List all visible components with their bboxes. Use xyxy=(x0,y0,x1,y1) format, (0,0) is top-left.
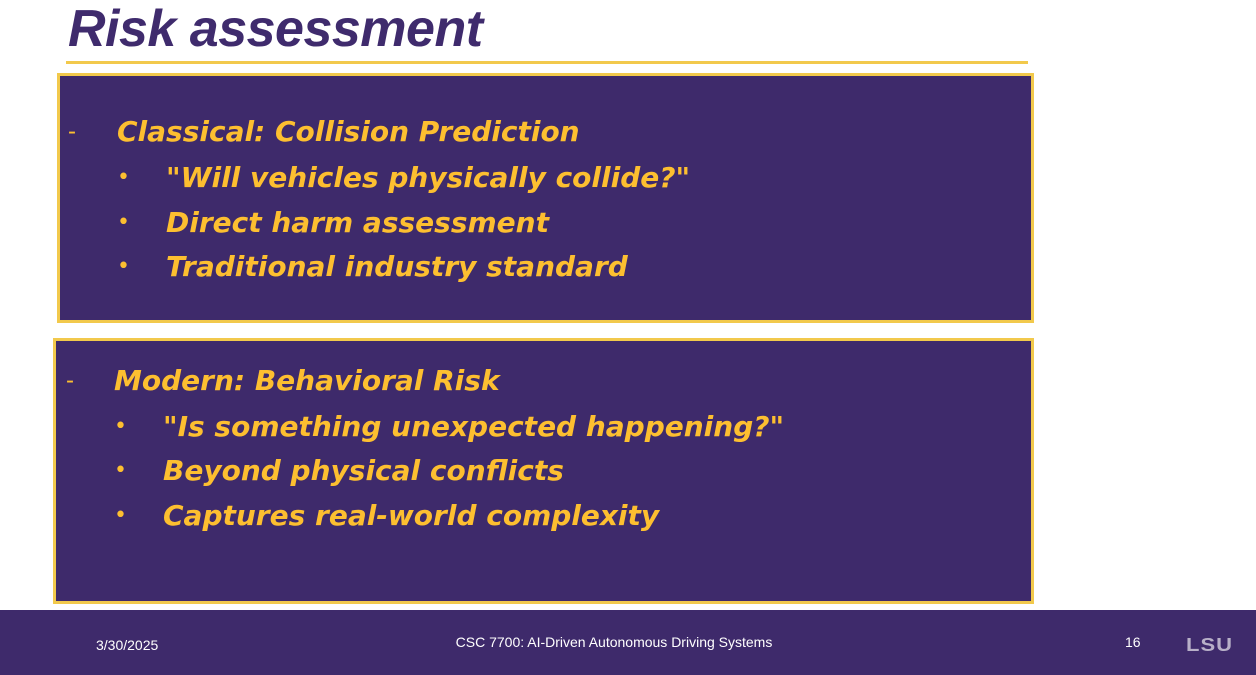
title-underline xyxy=(66,61,1028,64)
classical-section-box xyxy=(57,73,1034,323)
modern-section-box xyxy=(53,338,1034,604)
classical-heading: Classical: Collision Prediction xyxy=(117,115,580,148)
footer-date: 3/30/2025 xyxy=(96,637,159,653)
bullet-icon: • xyxy=(114,458,127,483)
bullet-icon: • xyxy=(117,254,130,279)
slide-footer: 3/30/2025 CSC 7700: AI-Driven Autonomous… xyxy=(0,610,1256,675)
classical-bullet-3: Traditional industry standard xyxy=(166,250,628,283)
modern-bullet-2: Beyond physical conflicts xyxy=(163,454,564,487)
bullet-icon: • xyxy=(117,210,130,235)
section-dash-icon: - xyxy=(66,367,74,394)
section-dash-icon: - xyxy=(68,118,76,145)
classical-bullet-2: Direct harm assessment xyxy=(166,206,549,239)
page-number: 16 xyxy=(1125,634,1141,650)
bullet-icon: • xyxy=(114,503,127,528)
footer-course-title: CSC 7700: AI-Driven Autonomous Driving S… xyxy=(455,634,773,650)
modern-bullet-1: "Is something unexpected happening?" xyxy=(163,410,785,443)
modern-heading: Modern: Behavioral Risk xyxy=(114,364,500,397)
bullet-icon: • xyxy=(117,165,130,190)
bullet-icon: • xyxy=(114,414,127,439)
modern-bullet-3: Captures real-world complexity xyxy=(163,499,660,532)
slide-title: Risk assessment xyxy=(68,0,483,58)
lsu-logo-icon: LSU xyxy=(1186,633,1233,656)
classical-bullet-1: "Will vehicles physically collide?" xyxy=(166,161,691,194)
